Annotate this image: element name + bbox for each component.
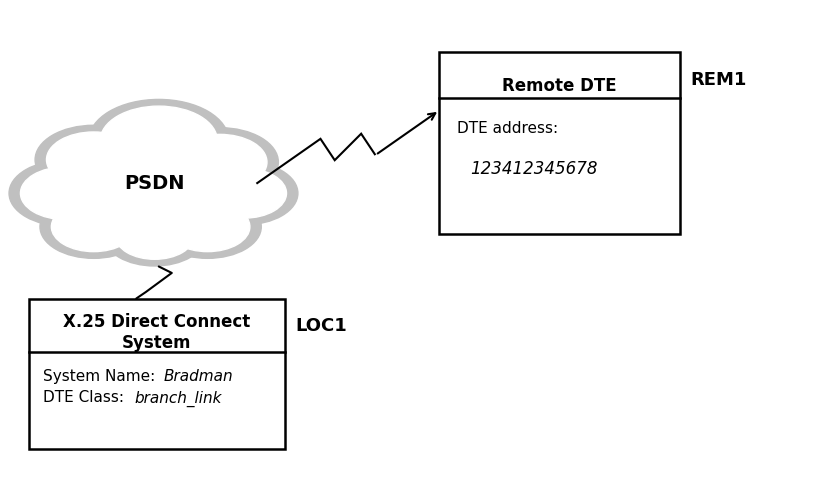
Circle shape bbox=[89, 99, 229, 182]
Text: LOC1: LOC1 bbox=[295, 317, 347, 335]
Circle shape bbox=[202, 169, 287, 218]
Text: DTE address:: DTE address: bbox=[457, 121, 558, 136]
Text: 123412345678: 123412345678 bbox=[470, 160, 598, 178]
Circle shape bbox=[9, 160, 122, 226]
Text: PSDN: PSDN bbox=[124, 174, 185, 193]
Circle shape bbox=[173, 134, 267, 190]
Text: System Name:: System Name: bbox=[44, 369, 165, 384]
Circle shape bbox=[51, 202, 136, 252]
Circle shape bbox=[21, 167, 110, 220]
Circle shape bbox=[47, 132, 141, 187]
Text: DTE Class:: DTE Class: bbox=[44, 391, 134, 406]
Bar bbox=[29, 299, 285, 450]
Circle shape bbox=[161, 128, 279, 197]
Circle shape bbox=[191, 162, 298, 225]
Circle shape bbox=[99, 156, 210, 221]
Text: System: System bbox=[122, 335, 192, 353]
Circle shape bbox=[104, 206, 206, 266]
Circle shape bbox=[154, 195, 261, 258]
Circle shape bbox=[88, 149, 221, 228]
Text: Bradman: Bradman bbox=[164, 369, 233, 384]
Text: REM1: REM1 bbox=[690, 71, 746, 89]
Circle shape bbox=[116, 213, 194, 259]
Circle shape bbox=[35, 125, 152, 194]
Bar bbox=[440, 52, 680, 234]
Text: branch_link: branch_link bbox=[134, 391, 222, 407]
Circle shape bbox=[165, 202, 250, 252]
Circle shape bbox=[40, 195, 147, 258]
Text: Remote DTE: Remote DTE bbox=[502, 77, 616, 95]
Circle shape bbox=[100, 106, 217, 175]
Text: X.25 Direct Connect: X.25 Direct Connect bbox=[63, 313, 251, 331]
